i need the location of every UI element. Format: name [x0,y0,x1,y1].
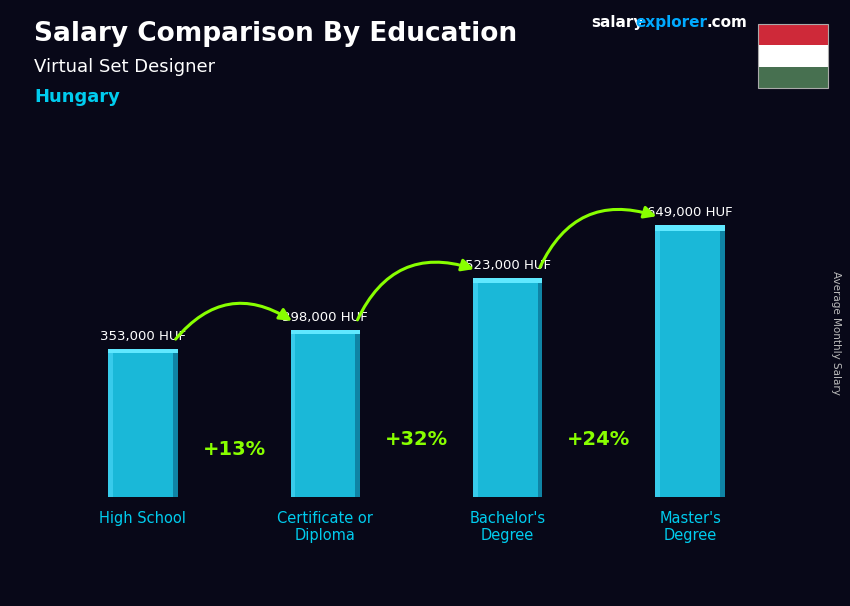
Text: 649,000 HUF: 649,000 HUF [648,206,733,219]
Bar [537,278,542,497]
Text: 523,000 HUF: 523,000 HUF [465,259,551,271]
Bar [108,349,113,497]
Bar [291,330,296,497]
Bar [655,225,660,497]
Text: 398,000 HUF: 398,000 HUF [282,311,368,324]
Bar [173,349,178,497]
Bar [655,225,725,231]
Text: Virtual Set Designer: Virtual Set Designer [34,58,215,76]
Text: salary: salary [591,15,643,30]
Bar [108,349,178,353]
Bar [473,278,478,497]
Text: +13%: +13% [202,440,265,459]
Bar [473,278,542,497]
Bar [473,278,542,283]
Text: Hungary: Hungary [34,88,120,106]
Text: explorer: explorer [636,15,708,30]
Text: Salary Comparison By Education: Salary Comparison By Education [34,21,517,47]
Text: +32%: +32% [385,430,448,448]
Text: .com: .com [706,15,747,30]
Text: Average Monthly Salary: Average Monthly Salary [830,271,841,395]
Bar [291,330,360,334]
Bar [291,330,360,497]
Bar [655,225,725,497]
Bar [720,225,725,497]
Bar [108,349,178,497]
Bar [355,330,360,497]
Text: +24%: +24% [567,430,631,448]
Text: 353,000 HUF: 353,000 HUF [99,330,186,343]
